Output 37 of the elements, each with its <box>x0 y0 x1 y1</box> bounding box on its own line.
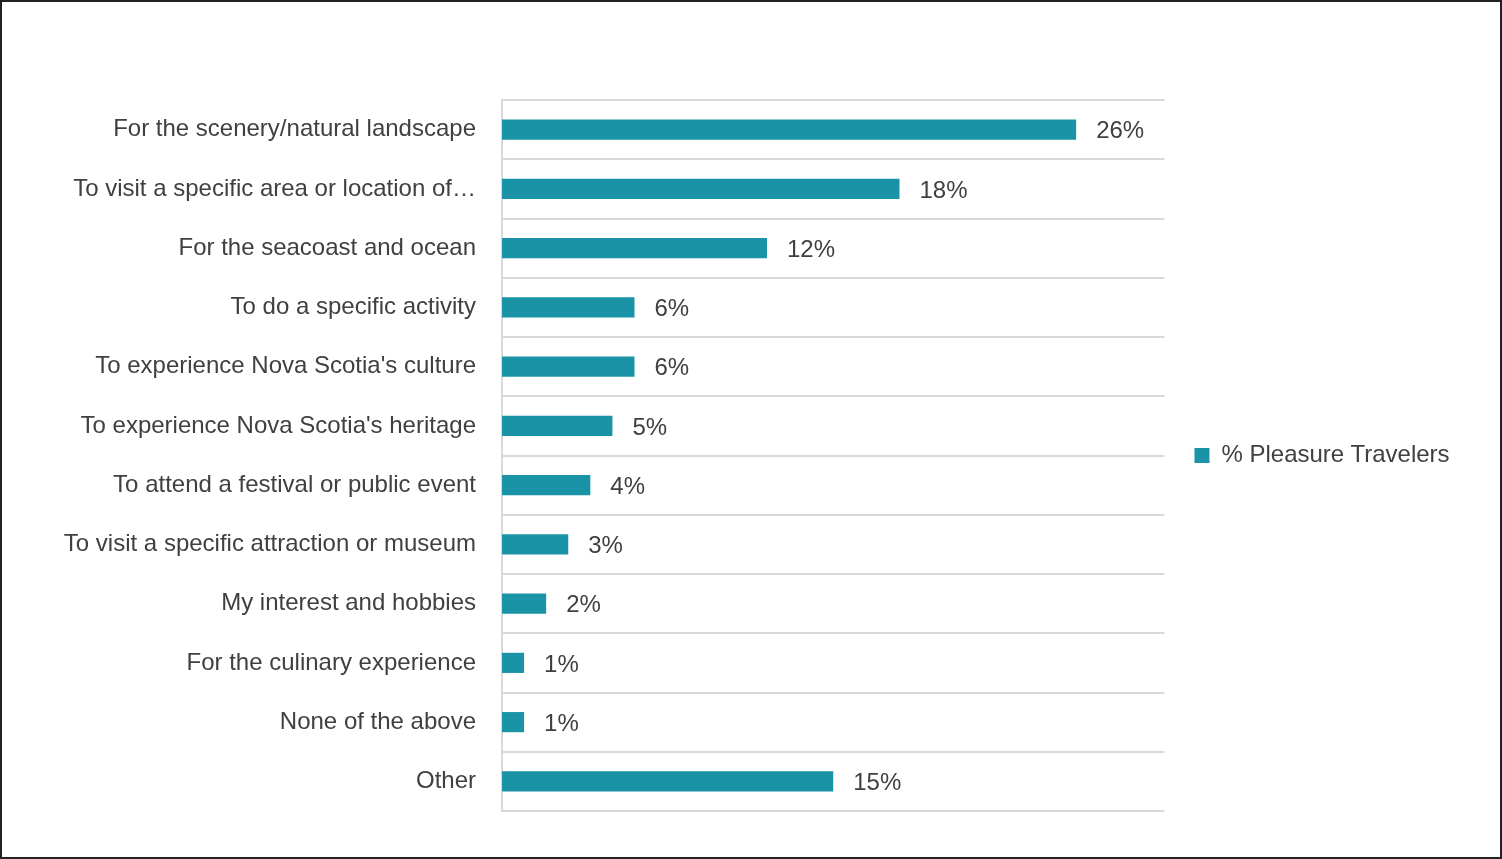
y-tick-label: None of the above <box>279 706 476 734</box>
y-tick-label: To experience Nova Scotia's culture <box>95 351 476 379</box>
y-tick-label: To experience Nova Scotia's heritage <box>80 410 476 438</box>
y-tick-label: For the culinary experience <box>186 647 476 675</box>
bar <box>502 475 591 496</box>
y-tick-label: To visit a specific area or location of… <box>73 173 476 201</box>
data-label: 12% <box>786 234 836 262</box>
bar <box>502 119 1077 140</box>
bar <box>502 415 613 436</box>
data-label: 5% <box>632 412 668 440</box>
data-label: 4% <box>610 471 646 499</box>
y-tick-label: For the scenery/natural landscape <box>113 114 476 142</box>
bar <box>502 712 525 733</box>
data-label: 1% <box>544 649 579 677</box>
bar <box>502 238 767 259</box>
y-tick-label: Other <box>415 766 476 793</box>
bar <box>502 178 900 199</box>
y-tick-label: To attend a festival or public event <box>113 469 477 497</box>
y-tick-label: To visit a specific attraction or museum <box>63 529 476 556</box>
data-label: 18% <box>919 175 968 203</box>
y-tick-label: To do a specific activity <box>230 292 476 319</box>
data-label: 26% <box>1096 116 1145 144</box>
data-label: 15% <box>853 768 902 795</box>
bar <box>502 593 547 614</box>
bar <box>502 771 834 792</box>
bar <box>502 356 635 377</box>
y-tick-label: For the seacoast and ocean <box>178 232 476 260</box>
y-tick-label: My interest and hobbies <box>221 588 476 616</box>
data-label: 3% <box>588 531 623 558</box>
legend-label: % Pleasure Travelers <box>1221 440 1450 468</box>
bar <box>502 652 525 673</box>
data-label: 6% <box>654 294 690 321</box>
data-label: 1% <box>544 708 579 736</box>
bar <box>502 534 569 555</box>
bar <box>502 297 635 318</box>
data-label: 6% <box>654 353 690 381</box>
data-label: 2% <box>566 590 601 618</box>
